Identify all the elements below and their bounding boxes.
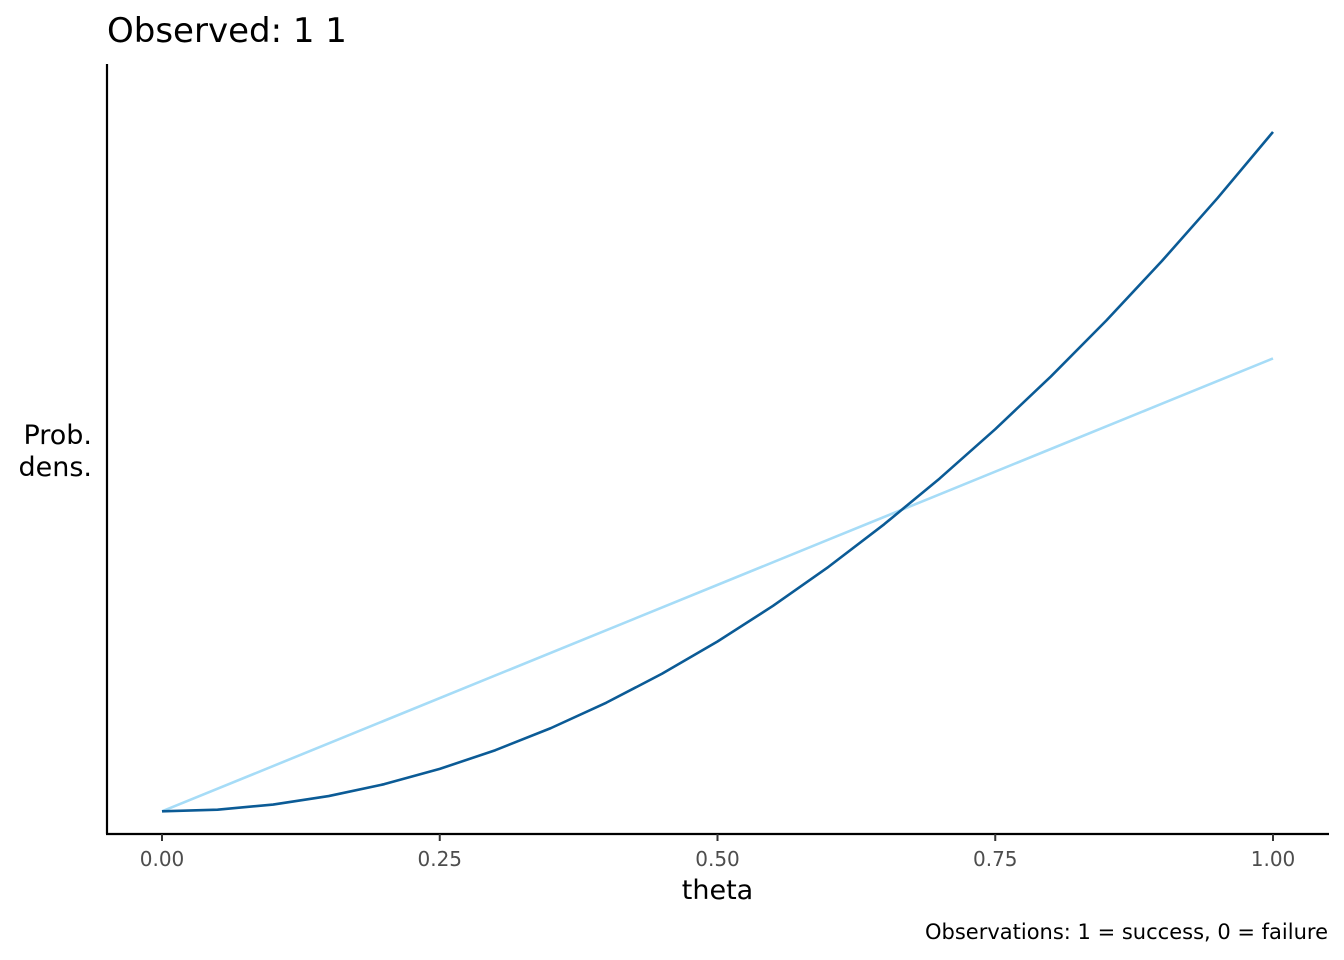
chart-title: Observed: 1 1 bbox=[107, 11, 347, 51]
series-layer bbox=[161, 131, 1274, 813]
series-line-1 bbox=[161, 357, 1274, 813]
x-tick-label: 0.75 bbox=[973, 847, 1018, 871]
x-axis-title: theta bbox=[682, 875, 753, 906]
chart-caption: Observations: 1 = success, 0 = failure bbox=[925, 920, 1328, 944]
x-tick-label: 1.00 bbox=[1251, 847, 1296, 871]
y-axis-title-line-2: dens. bbox=[18, 452, 92, 483]
y-axis-title-line-1: Prob. bbox=[23, 420, 92, 451]
x-tick-label: 0.50 bbox=[695, 847, 740, 871]
x-tick-label: 0.25 bbox=[417, 847, 462, 871]
x-tick-label: 0.00 bbox=[140, 847, 185, 871]
series-line-2 bbox=[161, 131, 1274, 813]
axes bbox=[105, 64, 1329, 836]
x-ticks: 0.00 0.25 0.50 0.75 1.00 bbox=[140, 834, 1296, 871]
